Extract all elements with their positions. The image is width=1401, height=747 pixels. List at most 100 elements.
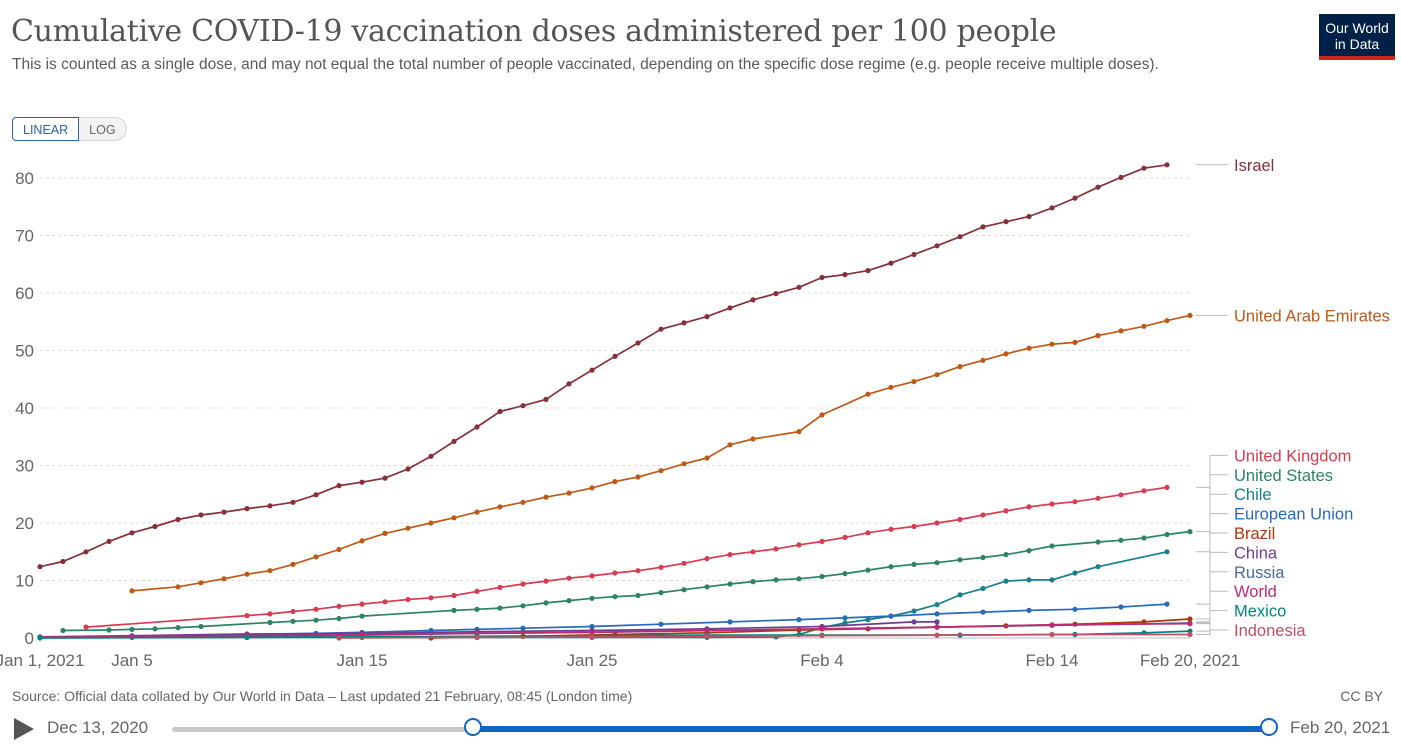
- data-point: [681, 461, 687, 467]
- data-point: [842, 620, 848, 626]
- data-point: [1095, 495, 1101, 501]
- data-point: [313, 554, 319, 560]
- series-line-chile: [40, 550, 1168, 639]
- data-point: [796, 284, 802, 290]
- data-point: [474, 606, 480, 612]
- data-point: [796, 429, 802, 435]
- gridlines: [40, 177, 1190, 639]
- data-point: [359, 601, 365, 607]
- data-point: [198, 512, 204, 518]
- data-point: [750, 549, 756, 555]
- data-point: [1095, 539, 1101, 545]
- data-point: [336, 546, 342, 553]
- legend-label-china[interactable]: China: [1234, 544, 1278, 562]
- data-point: [888, 564, 894, 570]
- data-point: [589, 629, 595, 635]
- data-point: [957, 557, 963, 563]
- data-point: [796, 617, 802, 623]
- legend-label-united-states[interactable]: United States: [1234, 467, 1333, 485]
- legend-label-brazil[interactable]: Brazil: [1234, 525, 1275, 543]
- data-point: [980, 224, 986, 230]
- data-point: [980, 585, 986, 592]
- owid-logo[interactable]: Our World in Data: [1319, 14, 1395, 60]
- legend: Israel United Arab Emirates United Kingdom…: [1196, 157, 1390, 640]
- x-tick-label: Feb 4: [800, 651, 843, 670]
- data-point: [60, 627, 66, 634]
- legend-label-indonesia[interactable]: Indonesia: [1234, 622, 1306, 640]
- data-point: [1049, 577, 1055, 583]
- legend-label-chile[interactable]: Chile: [1234, 486, 1272, 504]
- data-point: [635, 340, 641, 346]
- data-point: [244, 571, 250, 577]
- data-point: [1164, 484, 1170, 490]
- data-point: [1026, 345, 1032, 351]
- data-point: [106, 627, 112, 633]
- data-point: [980, 357, 986, 363]
- data-point: [543, 494, 549, 500]
- legend-label-russia[interactable]: Russia: [1234, 564, 1285, 582]
- data-point: [1187, 529, 1193, 535]
- data-point: [1164, 549, 1170, 555]
- data-point: [819, 412, 825, 418]
- legend-label-united-arab-emirates[interactable]: United Arab Emirates: [1234, 307, 1390, 325]
- data-point: [1049, 631, 1055, 638]
- data-point: [405, 466, 411, 472]
- x-axis: Jan 1, 2021 Jan 5 Jan 15 Jan 25 Feb 4 Feb 14 F…: [0, 651, 1240, 670]
- data-point: [313, 492, 319, 498]
- timeline-selected-range[interactable]: [473, 726, 1270, 732]
- legend-connector: [1196, 493, 1228, 553]
- license-label[interactable]: CC BY: [1340, 688, 1383, 704]
- legend-connector: [1196, 513, 1228, 605]
- data-point: [451, 607, 457, 614]
- data-point: [428, 595, 434, 601]
- data-point: [819, 626, 825, 632]
- timeline-start-handle[interactable]: [464, 718, 482, 736]
- legend-label-european-union[interactable]: European Union: [1234, 506, 1353, 524]
- data-point: [658, 621, 664, 627]
- data-point: [819, 274, 825, 281]
- data-point: [1003, 578, 1009, 584]
- data-point: [1187, 631, 1193, 638]
- data-point: [474, 588, 480, 595]
- data-point: [1118, 328, 1124, 334]
- linear-scale-button[interactable]: LINEAR: [12, 117, 80, 141]
- legend-connector: [1196, 571, 1228, 624]
- data-point: [1026, 607, 1032, 614]
- chart-subtitle: This is counted as a single dose, and ma…: [12, 56, 1159, 73]
- legend-connector: [1196, 610, 1228, 632]
- timeline-end-handle[interactable]: [1260, 718, 1278, 736]
- data-point: [221, 576, 227, 582]
- data-point: [520, 625, 526, 631]
- legend-label-israel[interactable]: Israel: [1234, 157, 1274, 175]
- data-point: [359, 479, 365, 485]
- data-point: [957, 234, 963, 240]
- data-point: [888, 613, 894, 619]
- y-tick-label: 50: [15, 342, 34, 361]
- y-tick-label: 40: [15, 399, 34, 418]
- data-point: [704, 314, 710, 320]
- play-icon[interactable]: [14, 718, 34, 740]
- data-point: [451, 515, 457, 521]
- data-point: [658, 468, 664, 474]
- data-point: [497, 605, 503, 611]
- data-point: [1118, 174, 1124, 180]
- legend-label-united-kingdom[interactable]: United Kingdom: [1234, 447, 1351, 465]
- data-point: [589, 367, 595, 373]
- data-point: [1072, 570, 1078, 576]
- series-line-united-kingdom: [85, 486, 1168, 628]
- log-scale-button[interactable]: LOG: [79, 117, 127, 141]
- data-point: [1164, 531, 1170, 538]
- data-point: [1141, 535, 1147, 541]
- data-point: [612, 353, 618, 359]
- data-point: [957, 592, 963, 598]
- data-point: [934, 632, 940, 638]
- data-point: [1049, 501, 1055, 507]
- data-point: [1095, 184, 1101, 190]
- data-point: [37, 635, 43, 641]
- data-point: [727, 442, 733, 448]
- data-point: [819, 633, 825, 639]
- data-point: [819, 538, 825, 545]
- legend-label-world[interactable]: World: [1234, 583, 1277, 601]
- legend-label-mexico[interactable]: Mexico: [1234, 603, 1286, 621]
- data-point: [382, 530, 388, 537]
